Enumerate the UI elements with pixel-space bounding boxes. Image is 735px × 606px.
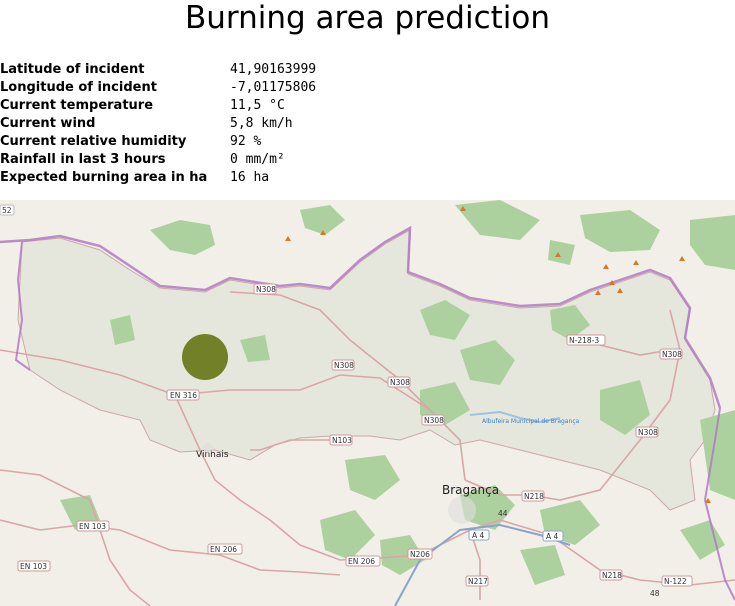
info-row-latitude: Latitude of incident 41,90163999 — [0, 61, 316, 79]
rainfall-label: Rainfall in last 3 hours — [0, 152, 166, 167]
info-row-wind: Current wind 5,8 km/h — [0, 115, 316, 133]
info-row-longitude: Longitude of incident -7,01175806 — [0, 79, 316, 97]
road-label-n218-3: N-218-3 — [569, 336, 599, 345]
map-canvas[interactable]: 52 N308 N308 N308 N308 N308 N308 EN 316 … — [0, 200, 735, 606]
longitude-value: -7,01175806 — [230, 80, 317, 95]
town-area-braganca — [448, 496, 476, 524]
road-label-e52: 52 — [2, 206, 12, 215]
road-label-n122: N-122 — [664, 577, 687, 586]
road-label-a4: A 4 — [472, 531, 485, 540]
humidity-value: 92 % — [230, 134, 262, 149]
reservoir — [469, 410, 561, 424]
info-row-burning-area: Expected burning area in ha 16 ha — [0, 169, 316, 187]
latitude-value: 41,90163999 — [230, 62, 317, 77]
rainfall-value: 0 mm/m² — [230, 152, 285, 167]
temperature-value: 11,5 °C — [230, 98, 285, 113]
burning-area-label: Expected burning area in ha — [0, 170, 208, 185]
map-view[interactable]: 52 N308 N308 N308 N308 N308 N308 EN 316 … — [0, 200, 735, 606]
peak-markers — [285, 206, 711, 503]
road-label-48: 48 — [650, 589, 660, 598]
info-row-temperature: Current temperature 11,5 °C — [0, 97, 316, 115]
road-label-n103: N103 — [332, 436, 352, 445]
town-area-vinhais — [203, 443, 213, 453]
incident-info: Latitude of incident 41,90163999 Longitu… — [0, 61, 316, 187]
water-label-reservoir: Albufeira Municipal de Bragança — [482, 418, 580, 425]
humidity-label: Current relative humidity — [0, 134, 187, 149]
road-label-a4: A 4 — [546, 532, 559, 541]
latitude-label: Latitude of incident — [0, 62, 145, 77]
burning-area-value: 16 ha — [230, 170, 270, 185]
info-row-humidity: Current relative humidity 92 % — [0, 133, 316, 151]
road-label-en103: EN 103 — [79, 522, 106, 531]
road-label-n308: N308 — [662, 350, 682, 359]
road-label-en103: EN 103 — [20, 562, 47, 571]
road-label-n308: N308 — [424, 416, 444, 425]
wind-value: 5,8 km/h — [230, 116, 293, 131]
road-label-en316: EN 316 — [170, 391, 197, 400]
road-label-n308: N308 — [256, 285, 276, 294]
wind-label: Current wind — [0, 116, 96, 131]
road-label-44: 44 — [498, 509, 508, 518]
road-label-en206: EN 206 — [210, 545, 237, 554]
road-label-n218: N218 — [602, 571, 622, 580]
longitude-label: Longitude of incident — [0, 80, 157, 95]
country-border-east — [703, 407, 735, 601]
town-label-braganca: Bragança — [442, 483, 499, 497]
forest-areas — [60, 200, 735, 585]
page-title: Burning area prediction — [184, 0, 551, 36]
info-row-rainfall: Rainfall in last 3 hours 0 mm/m² — [0, 151, 316, 169]
temperature-label: Current temperature — [0, 98, 154, 113]
country-border — [0, 225, 722, 409]
road-label-n308: N308 — [334, 361, 354, 370]
country-border-west — [14, 241, 31, 371]
road-labels: 52 N308 N308 N308 N308 N308 N308 EN 316 … — [0, 204, 693, 598]
road-label-en206: EN 206 — [348, 557, 375, 566]
road-label-n218: N218 — [524, 492, 544, 501]
road-label-n308: N308 — [390, 378, 410, 387]
road-label-n217: N217 — [468, 577, 488, 586]
town-label-vinhais: Vinhais — [196, 450, 229, 460]
road-label-n308: N308 — [638, 428, 658, 437]
road-label-n206: N206 — [410, 550, 430, 559]
incident-burning-area-marker[interactable] — [182, 334, 228, 380]
